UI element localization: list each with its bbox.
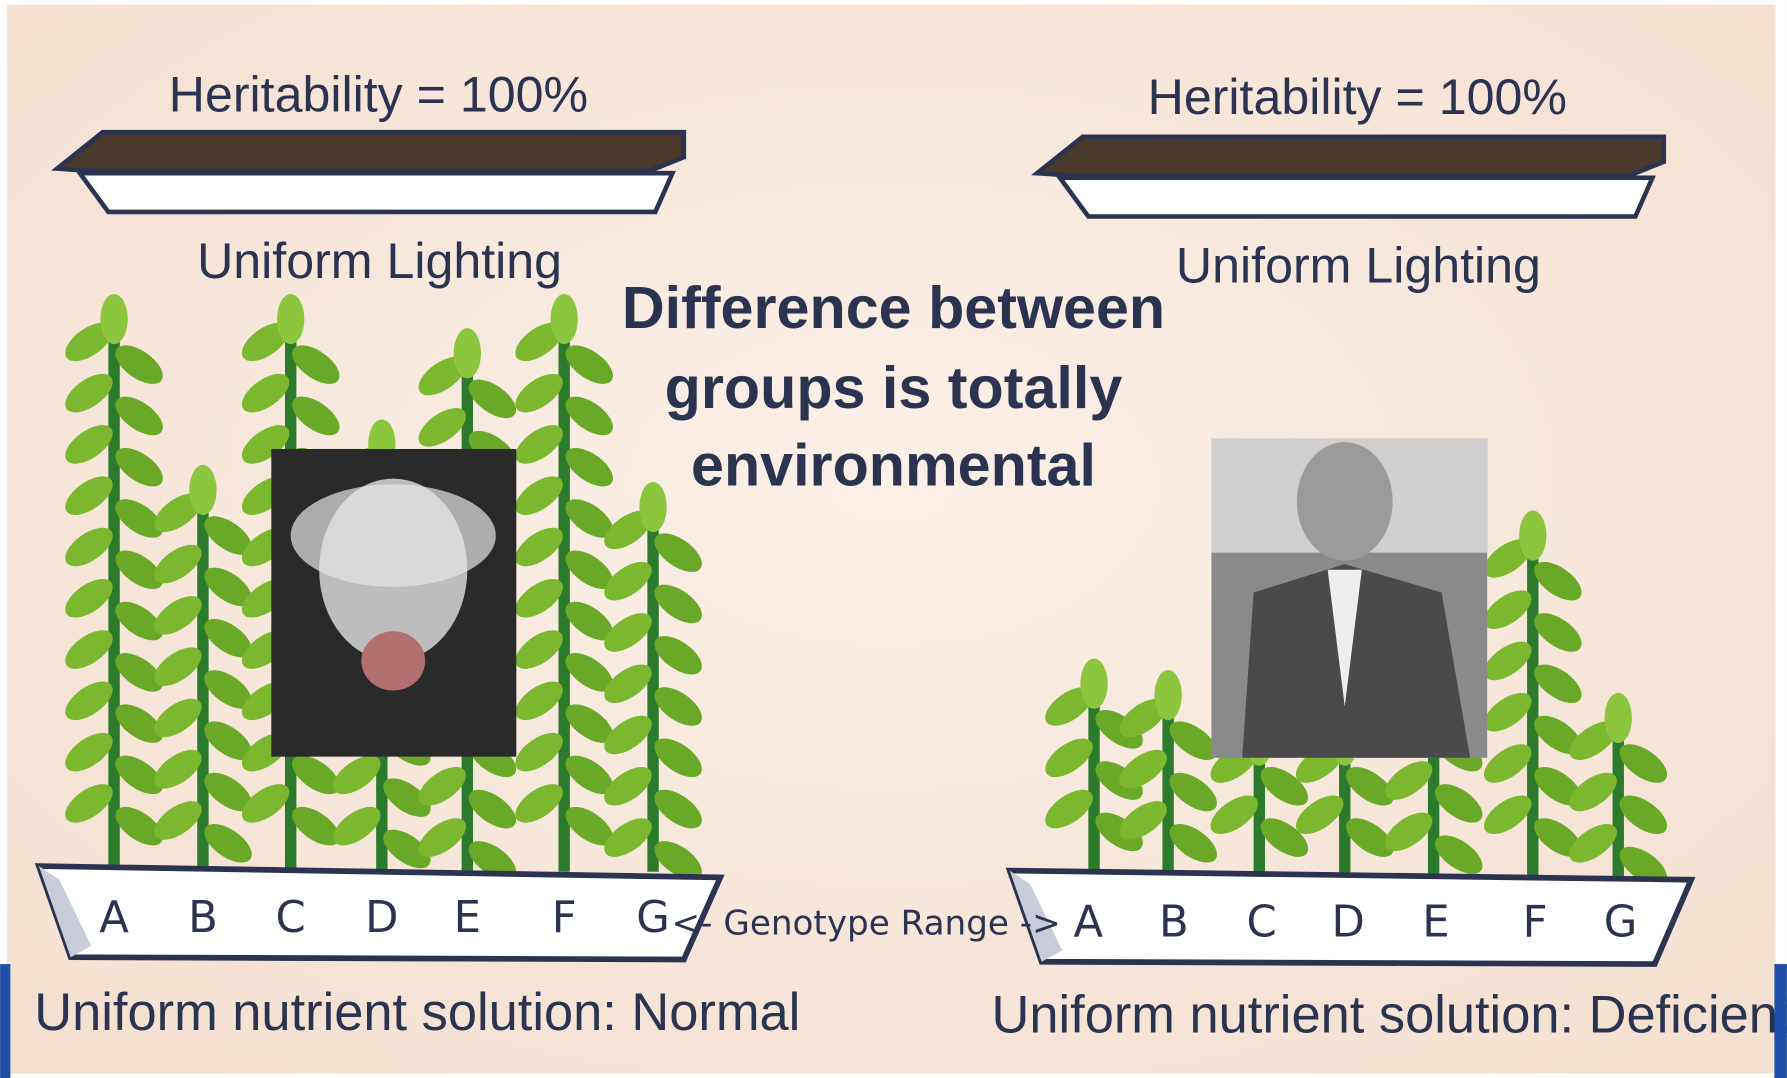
genotype-label: D: [365, 893, 398, 943]
leaf: [100, 294, 127, 344]
edge-bar: [1774, 964, 1787, 1078]
leaf: [1605, 693, 1632, 743]
genotype-label: A: [1074, 898, 1104, 948]
solution-label: Uniform nutrient solution: Normal: [34, 984, 800, 1042]
leaf: [1154, 670, 1181, 720]
title-line: Difference between: [622, 274, 1165, 341]
diagram: Heritability = 100% Uniform Lighting Her…: [0, 0, 1787, 1078]
genotype-range: <- Genotype Range ->: [672, 903, 1061, 943]
leaf: [277, 294, 304, 344]
photo-left: [271, 449, 516, 757]
genotype-label: B: [1159, 898, 1189, 948]
leaf: [1519, 511, 1546, 561]
genotype-label: E: [454, 893, 481, 943]
left-lamp: [57, 132, 684, 212]
heritability-label: Heritability = 100%: [1148, 69, 1567, 125]
genotype-label: D: [1332, 898, 1365, 948]
genotype-label: G: [636, 893, 670, 943]
title-line: groups is totally: [665, 354, 1123, 421]
title-line: environmental: [691, 431, 1096, 498]
genotype-label: C: [1246, 898, 1276, 948]
edge-bar: [0, 964, 10, 1078]
heritability-label: Heritability = 100%: [169, 67, 588, 123]
genotype-label: B: [188, 893, 218, 943]
genotype-label: F: [552, 893, 577, 943]
leaf: [189, 465, 216, 515]
leaf: [1080, 659, 1107, 709]
genotype-label: C: [276, 893, 306, 943]
right-lamp: [1037, 137, 1664, 217]
genotype-label: F: [1523, 898, 1548, 948]
leaf: [551, 294, 578, 344]
leaf: [454, 328, 481, 378]
genotype-label: G: [1604, 898, 1638, 948]
lighting-label: Uniform Lighting: [197, 233, 562, 289]
genotype-label: A: [99, 893, 129, 943]
lighting-label: Uniform Lighting: [1176, 238, 1541, 294]
leaf: [639, 482, 666, 532]
photo-right: [1211, 439, 1487, 758]
genotype-label: E: [1422, 898, 1449, 948]
solution-label: Uniform nutrient solution: Deficient: [992, 986, 1787, 1044]
